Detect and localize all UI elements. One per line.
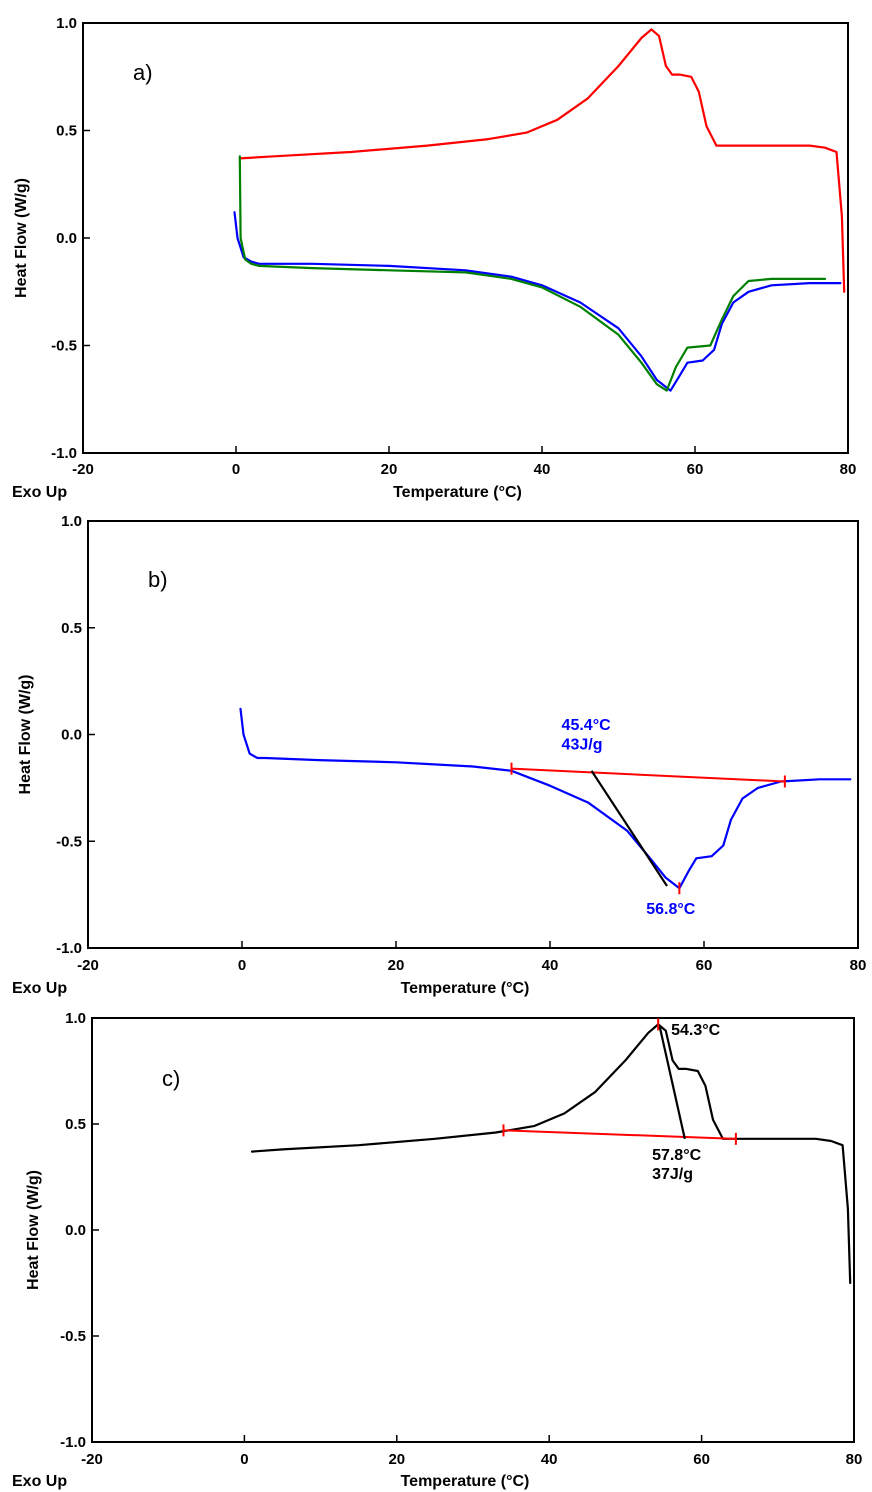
y-tick-label: 0.0 bbox=[65, 1222, 86, 1239]
y-tick-label: -1.0 bbox=[56, 940, 82, 957]
x-tick-label: 0 bbox=[240, 1451, 248, 1468]
x-axis-label: Temperature (°C) bbox=[401, 1473, 530, 1490]
y-tick-label: -0.5 bbox=[60, 1328, 86, 1345]
annotation-label: 37J/g bbox=[652, 1166, 693, 1183]
x-tick-label: 80 bbox=[846, 1451, 863, 1468]
x-tick-label: 80 bbox=[850, 957, 867, 974]
integration-baseline bbox=[503, 1129, 736, 1140]
x-tick-label: -20 bbox=[77, 957, 99, 974]
annotation-label: 57.8°C bbox=[652, 1147, 702, 1164]
x-axis-label: Temperature (°C) bbox=[401, 980, 530, 997]
annotation-label: 43J/g bbox=[562, 736, 603, 753]
y-axis-label: Heat Flow (W/g) bbox=[13, 178, 30, 298]
exo-up-label: Exo Up bbox=[12, 980, 67, 997]
x-tick-label: 60 bbox=[696, 957, 713, 974]
y-tick-label: 1.0 bbox=[56, 15, 77, 32]
plot-frame bbox=[91, 1017, 855, 1443]
y-tick-label: 0.5 bbox=[56, 123, 77, 140]
series-line bbox=[238, 28, 846, 293]
series-line bbox=[238, 155, 827, 392]
y-tick-label: -1.0 bbox=[60, 1434, 86, 1451]
integration-baseline bbox=[511, 767, 785, 783]
x-tick-label: 80 bbox=[840, 461, 857, 478]
x-tick-label: 40 bbox=[542, 957, 559, 974]
y-tick-label: 0.5 bbox=[65, 1116, 86, 1133]
peak-drop-line bbox=[658, 1026, 686, 1140]
plot-frame bbox=[82, 22, 849, 454]
x-tick-label: 0 bbox=[238, 957, 246, 974]
x-tick-label: 0 bbox=[232, 461, 240, 478]
y-tick-label: 0.0 bbox=[61, 727, 82, 744]
y-axis-label: Heat Flow (W/g) bbox=[17, 675, 34, 795]
panel-label: c) bbox=[162, 1066, 180, 1091]
panel-c-chart: -20 0 20 40 60 80 -1.0 -0.5 0.0 0.5 1.0 Temperature… bbox=[12, 1010, 862, 1490]
plot-frame bbox=[87, 520, 859, 949]
x-tick-label: 20 bbox=[388, 1451, 405, 1468]
annotation-label: 54.3°C bbox=[671, 1022, 721, 1039]
exo-up-label: Exo Up bbox=[12, 1473, 67, 1490]
panel-a-chart: -20 0 20 40 60 80 -1.0 -0.5 0.0 0.5 1.0 Temperature… bbox=[12, 15, 856, 501]
y-tick-label: 0.5 bbox=[61, 620, 82, 637]
series-line bbox=[239, 707, 852, 890]
x-axis-label: Temperature (°C) bbox=[393, 484, 522, 501]
y-tick-label: 1.0 bbox=[61, 513, 82, 530]
panel-label: b) bbox=[148, 567, 168, 592]
x-tick-label: 60 bbox=[693, 1451, 710, 1468]
series-line bbox=[233, 211, 842, 392]
panel-b-chart: -20 0 20 40 60 80 -1.0 -0.5 0.0 0.5 1.0 Temperature… bbox=[12, 513, 866, 997]
annotation-label: 45.4°C bbox=[562, 717, 612, 734]
x-tick-label: 20 bbox=[388, 957, 405, 974]
x-tick-label: 20 bbox=[381, 461, 398, 478]
y-axis-label: Heat Flow (W/g) bbox=[25, 1170, 42, 1290]
y-tick-label: -1.0 bbox=[51, 445, 77, 462]
y-tick-label: -0.5 bbox=[56, 833, 82, 850]
y-tick-label: 1.0 bbox=[65, 1010, 86, 1027]
exo-up-label: Exo Up bbox=[12, 484, 67, 501]
panel-label: a) bbox=[133, 60, 153, 85]
onset-tangent-line bbox=[590, 770, 668, 887]
x-tick-label: 40 bbox=[541, 1451, 558, 1468]
series-line bbox=[250, 1023, 852, 1285]
x-tick-label: -20 bbox=[81, 1451, 103, 1468]
x-tick-label: 60 bbox=[687, 461, 704, 478]
x-tick-label: 40 bbox=[534, 461, 551, 478]
x-tick-label: -20 bbox=[72, 461, 94, 478]
annotation-label: 56.8°C bbox=[646, 901, 696, 918]
y-tick-label: 0.0 bbox=[56, 230, 77, 247]
y-tick-label: -0.5 bbox=[51, 338, 77, 355]
